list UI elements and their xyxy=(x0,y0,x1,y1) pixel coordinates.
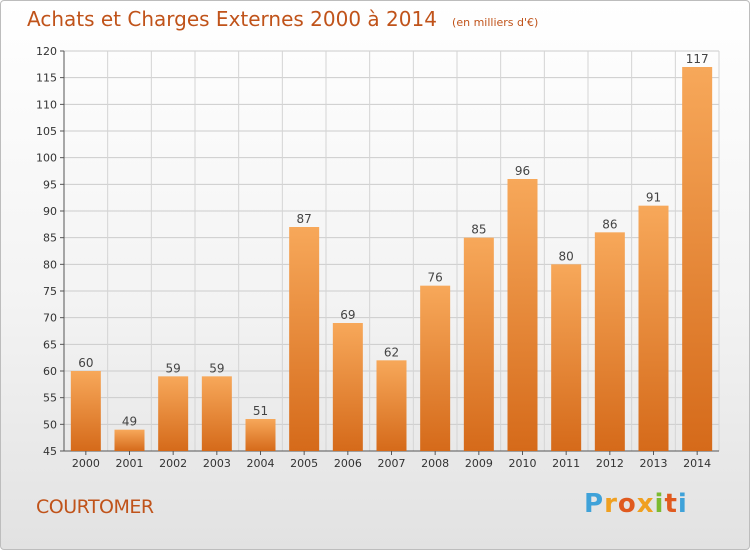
bar-value-label: 69 xyxy=(340,308,355,322)
y-tick-label: 105 xyxy=(36,125,57,138)
bar-value-label: 86 xyxy=(602,217,617,231)
x-tick-label: 2009 xyxy=(465,457,493,470)
x-tick-label: 2014 xyxy=(683,457,711,470)
x-tick-label: 2000 xyxy=(72,457,100,470)
y-tick-label: 60 xyxy=(43,365,57,378)
bar xyxy=(507,179,538,451)
x-tick-label: 2008 xyxy=(421,457,449,470)
x-tick-label: 2013 xyxy=(640,457,668,470)
bar xyxy=(158,376,189,451)
x-tick-label: 2004 xyxy=(247,457,275,470)
y-tick-label: 75 xyxy=(43,285,57,298)
bar xyxy=(201,376,232,451)
chart-title: Achats et Charges Externes 2000 à 2014 xyxy=(27,7,437,31)
bar xyxy=(638,205,669,451)
bar xyxy=(551,264,582,451)
y-tick-label: 55 xyxy=(43,392,57,405)
bar-value-label: 117 xyxy=(686,52,709,66)
bar-value-label: 62 xyxy=(384,345,399,359)
y-tick-label: 85 xyxy=(43,232,57,245)
bar xyxy=(114,429,145,451)
x-tick-label: 2001 xyxy=(116,457,144,470)
y-tick-label: 90 xyxy=(43,205,57,218)
bar xyxy=(289,227,320,451)
y-tick-label: 120 xyxy=(36,45,57,58)
bar-value-label: 91 xyxy=(646,191,661,205)
x-tick-label: 2005 xyxy=(290,457,318,470)
bar xyxy=(332,323,363,451)
x-tick-label: 2010 xyxy=(509,457,537,470)
y-tick-label: 65 xyxy=(43,338,57,351)
chart-header: Achats et Charges Externes 2000 à 2014 (… xyxy=(27,7,538,31)
x-tick-label: 2007 xyxy=(378,457,406,470)
y-tick-label: 45 xyxy=(43,445,57,458)
labels: 45 50 55 60 65 70 75 80 85 90 95 100 105 110 115 120 60 2… xyxy=(36,45,711,470)
bar-value-label: 85 xyxy=(471,223,486,237)
bar-value-label: 49 xyxy=(122,415,137,429)
proxiti-logo: Proxiti xyxy=(584,489,688,519)
bar xyxy=(376,360,407,451)
bar-value-label: 59 xyxy=(209,361,224,375)
chart-unit: (en milliers d'€) xyxy=(452,16,539,29)
y-tick-label: 95 xyxy=(43,178,57,191)
bar-value-label: 96 xyxy=(515,164,530,178)
commune-name: COURTOMER xyxy=(36,496,154,518)
x-tick-label: 2011 xyxy=(552,457,580,470)
bar-value-label: 51 xyxy=(253,404,268,418)
y-tick-label: 110 xyxy=(36,98,57,111)
y-tick-label: 115 xyxy=(36,72,57,85)
y-tick-label: 50 xyxy=(43,418,57,431)
y-tick-label: 100 xyxy=(36,152,57,165)
bar-value-label: 59 xyxy=(166,361,181,375)
bar xyxy=(463,237,494,451)
bar xyxy=(594,232,625,451)
y-tick-label: 80 xyxy=(43,258,57,271)
y-tick-label: 70 xyxy=(43,312,57,325)
bar-value-label: 87 xyxy=(297,212,312,226)
x-tick-label: 2006 xyxy=(334,457,362,470)
bar xyxy=(245,419,276,451)
x-tick-label: 2003 xyxy=(203,457,231,470)
x-tick-label: 2012 xyxy=(596,457,624,470)
bar xyxy=(420,285,451,451)
bar-value-label: 76 xyxy=(428,271,443,285)
bar-value-label: 60 xyxy=(78,356,93,370)
x-tick-label: 2002 xyxy=(159,457,187,470)
bar-value-label: 80 xyxy=(559,249,574,263)
bar xyxy=(70,371,101,451)
bars xyxy=(70,67,713,451)
bar xyxy=(682,67,713,451)
